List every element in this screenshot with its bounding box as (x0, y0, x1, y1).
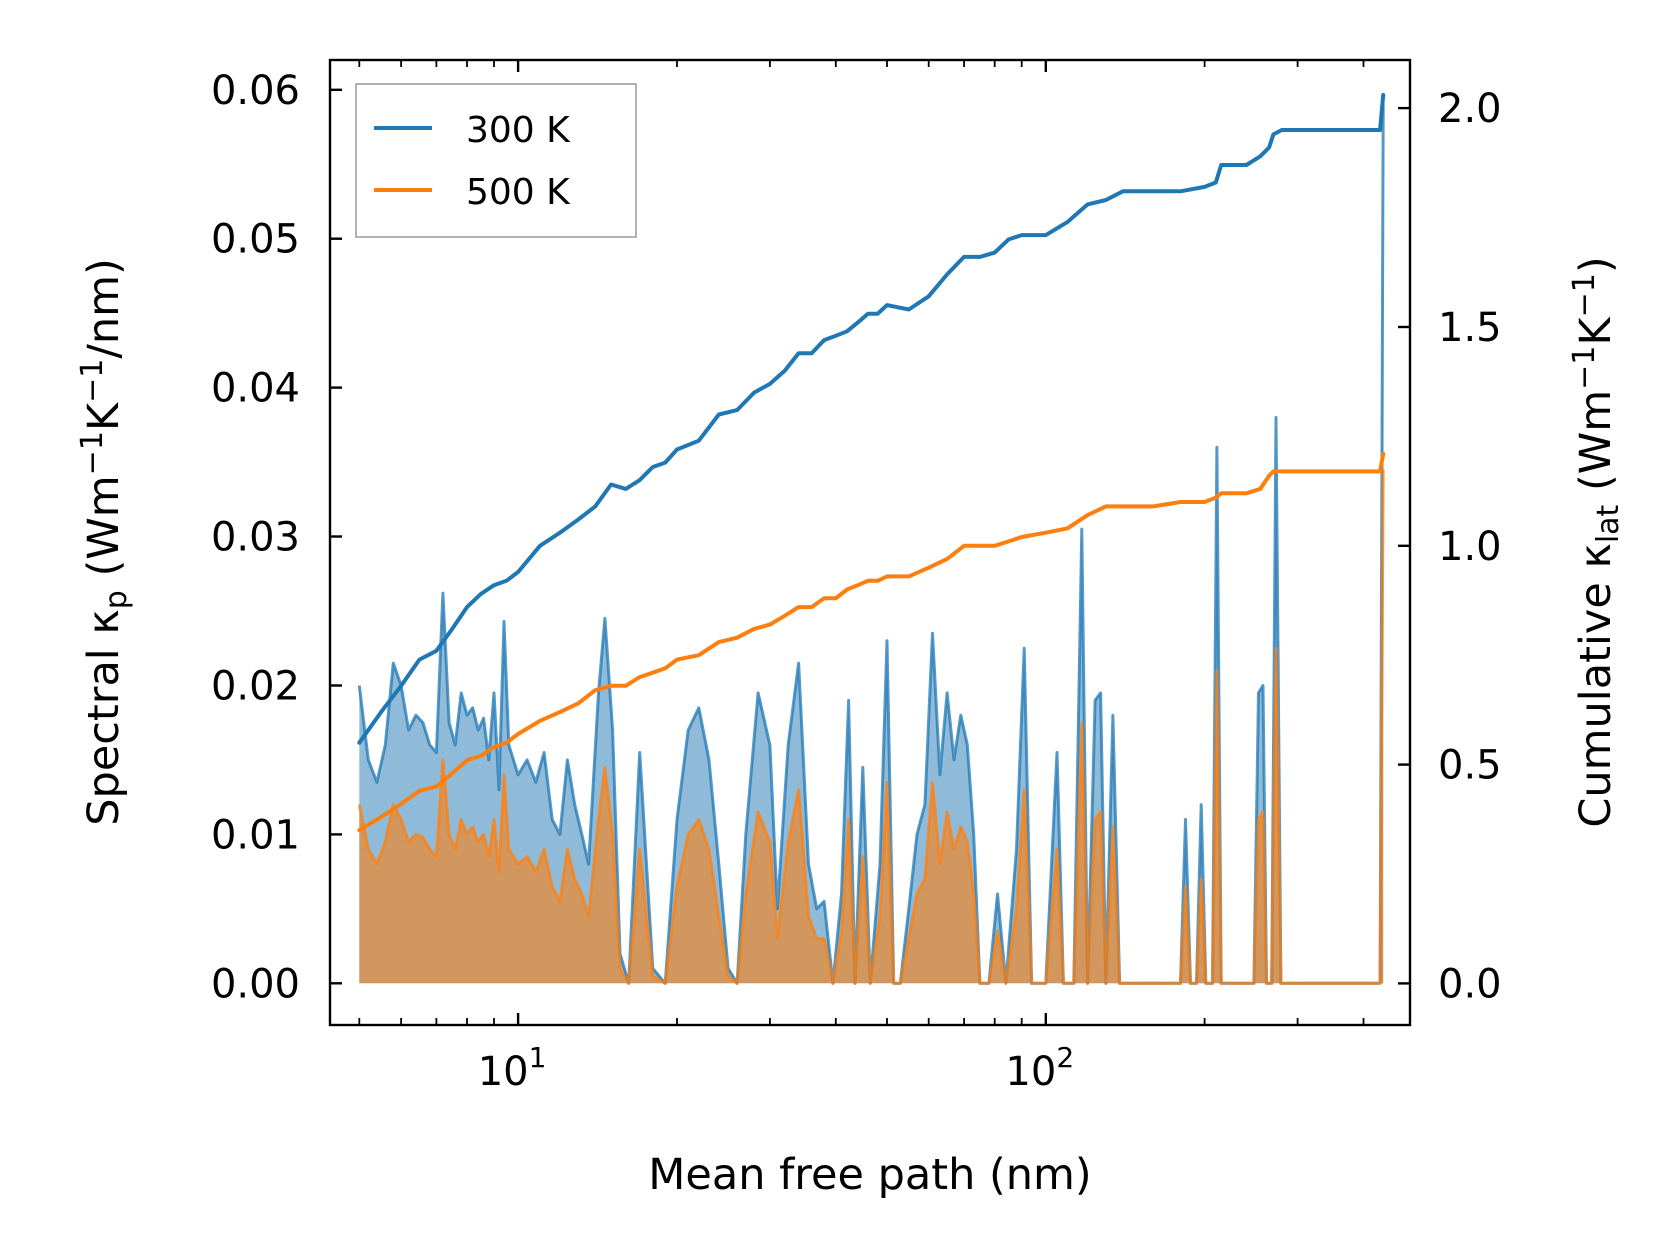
y-left-tick-label: 0.02 (211, 664, 300, 710)
y-left-tick-label: 0.00 (211, 961, 300, 1007)
left-y-axis-label-units-a: (Wm (79, 475, 129, 590)
y-left-tick-label: 0.04 (211, 366, 300, 412)
right-y-axis-label-sup1: −1 (1567, 346, 1602, 390)
data-lines (357, 93, 1386, 985)
right-y-axis-label-units-b: K (1571, 316, 1621, 346)
legend: 300 K 500 K (355, 83, 637, 238)
y-left-tick-label: 0.03 (211, 515, 300, 561)
y-right-tick-label: 1.5 (1438, 305, 1502, 351)
left-y-axis-ticks: 0.00 0.01 0.02 0.03 0.04 0.05 0.06 (211, 68, 342, 1007)
right-y-axis-label-units-a: (Wm (1571, 390, 1621, 505)
x-axis-label: Mean free path (nm) (648, 1150, 1091, 1200)
y-right-tick-label: 0.0 (1438, 961, 1502, 1007)
y-left-tick-label: 0.05 (211, 217, 300, 263)
x-tick-label-base: 10 (1005, 1049, 1056, 1095)
plot-frame (328, 58, 1412, 1027)
legend-label-300k: 300 K (466, 110, 571, 151)
x-tick-label: 101 (478, 1041, 547, 1095)
spectral-fill-areas (359, 104, 1384, 984)
cumulative-line-500k (357, 451, 1386, 833)
left-y-axis-label: Spectral κp (Wm−1K−1/nm) (75, 258, 134, 826)
y-right-tick-label: 0.5 (1438, 743, 1502, 789)
y-left-tick-label: 0.06 (211, 68, 300, 114)
right-y-axis-label-prefix: Cumulative κ (1571, 543, 1621, 827)
spectral-area-500k (359, 469, 1384, 984)
left-y-axis-label-sup1: −1 (75, 431, 110, 475)
left-y-axis-label-sup2: −1 (75, 359, 110, 403)
left-y-axis-label-sub: p (99, 590, 134, 609)
x-tick-label-base: 10 (478, 1049, 529, 1095)
y-right-tick-label: 2.0 (1438, 86, 1502, 132)
x-tick-label-exponent: 2 (1056, 1041, 1074, 1074)
right-y-axis-label: Cumulative κlat (Wm−1K−1) (1567, 256, 1626, 827)
cumulative-line-300k (357, 93, 1386, 745)
y-left-tick-label: 0.01 (211, 812, 300, 858)
legend-label-500k: 500 K (466, 172, 571, 213)
right-y-axis-ticks: 0.0 0.5 1.0 1.5 2.0 (1398, 86, 1502, 1007)
left-y-axis-label-prefix: Spectral κ (79, 609, 129, 826)
x-tick-label-exponent: 1 (529, 1041, 547, 1074)
right-y-axis-label-sub: lat (1591, 504, 1626, 543)
x-tick-label: 102 (1005, 1041, 1074, 1095)
left-y-axis-label-units-c: /nm) (79, 258, 129, 358)
legend-box (355, 83, 637, 238)
left-y-axis-label-units-b: K (79, 401, 129, 431)
right-y-axis-label-sup2: −1 (1567, 273, 1602, 317)
right-y-axis-label-units-c: ) (1571, 256, 1621, 273)
x-axis-ticks: 101 102 (358, 60, 1365, 1095)
y-right-tick-label: 1.0 (1438, 524, 1502, 570)
spectral-line-500k (357, 469, 1385, 985)
